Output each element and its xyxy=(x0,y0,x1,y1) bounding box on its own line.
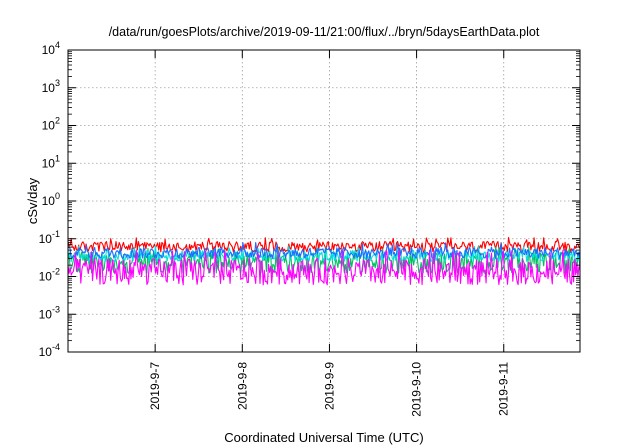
series-line xyxy=(67,249,581,286)
y-tick-label: 10-3 xyxy=(39,304,60,321)
x-tick-label: 2019-9-9 xyxy=(322,362,336,410)
series-layer xyxy=(67,236,581,286)
y-tick-label: 103 xyxy=(42,78,60,95)
y-tick-label: 10-1 xyxy=(39,229,60,246)
x-tick-label: 2019-9-8 xyxy=(235,362,249,410)
series-line xyxy=(67,236,581,253)
series-line xyxy=(67,242,581,259)
y-tick-label: 104 xyxy=(42,40,60,57)
x-tick-label: 2019-9-7 xyxy=(148,362,162,410)
y-tick-labels: 10-4 10-3 10-2 10-1 100 101 102 103 104 xyxy=(39,40,60,359)
x-tick-labels: 2019-9-7 2019-9-8 2019-9-9 2019-9-10 2019-9-… xyxy=(148,362,511,417)
axis-ticks xyxy=(68,49,580,353)
y-tick-label: 100 xyxy=(42,191,60,208)
y-axis-label: cSv/day xyxy=(25,177,40,224)
y-tick-label: 10-4 xyxy=(39,342,60,359)
x-axis-label: Coordinated Universal Time (UTC) xyxy=(224,430,423,445)
y-tick-label: 102 xyxy=(42,116,60,133)
x-tick-label: 2019-9-11 xyxy=(497,362,511,416)
chart-title: /data/run/goesPlots/archive/2019-09-11/2… xyxy=(109,25,540,39)
x-tick-label: 2019-9-10 xyxy=(410,362,424,417)
y-tick-label: 10-2 xyxy=(39,267,60,284)
y-tick-label: 101 xyxy=(42,153,60,170)
